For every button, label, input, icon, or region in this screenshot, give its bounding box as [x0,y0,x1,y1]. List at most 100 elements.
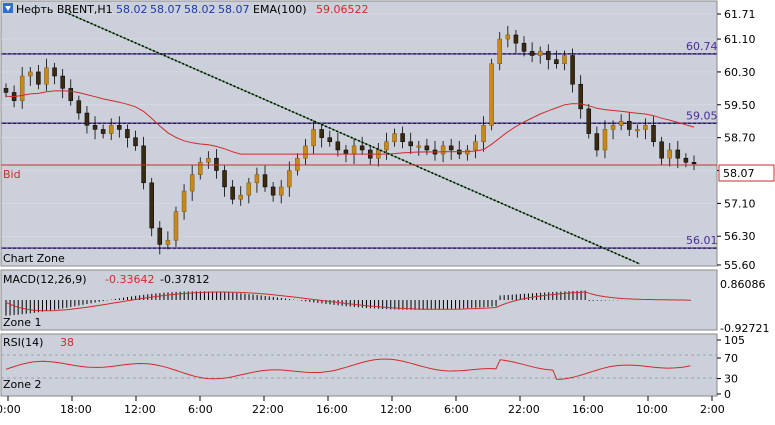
macd-axis-top: 0.86086 [720,278,766,291]
candle-body [311,129,316,147]
candle-body [278,186,284,196]
horizontal-levels[interactable]: 60.74 59.05 56.01 [1,40,718,249]
candle-body [230,186,235,200]
zone2-label: Zone 2 [3,378,42,391]
price-tick-label: 61.10 [724,33,756,46]
candle-body [44,67,49,85]
candle-body [440,145,446,155]
candle-body [141,145,146,184]
indicator-value: 59.06522 [316,3,369,16]
candle-body [578,83,583,110]
candle-body [117,125,122,130]
macd-signal-line [5,291,691,312]
candle-body [626,120,632,130]
time-tick-label: 10:00 [636,403,668,416]
candle-body [513,34,519,44]
candle-body [635,129,640,132]
candle-body [60,75,65,89]
level-label: 59.05 [686,109,718,122]
open-value: 58.02 [116,3,148,16]
close-value: 58.07 [218,3,250,16]
candle-body [287,170,292,188]
ema-line [5,90,695,155]
price-tick-label: 58.70 [724,132,756,145]
rsi-panel[interactable] [0,333,718,397]
time-axis[interactable]: 0:00 18:00 12:00 6:00 22:00 16:00 12:00 6:00 22:… [0,396,725,416]
price-tick-label: 61.71 [724,8,756,21]
candle-body [189,174,195,192]
candle-body [335,141,341,151]
level-label: 56.01 [686,234,718,247]
candle-body [319,129,324,138]
time-tick-label: 12:00 [380,403,412,416]
level-label: 60.74 [686,40,718,53]
time-tick-label: 6:00 [188,403,213,416]
candle-body [594,133,600,151]
rsi-line [5,358,691,380]
macd-value-main: -0.33642 [105,273,154,286]
candle-body [108,125,114,134]
candle-body [546,51,551,60]
time-tick-label: 2:00 [700,403,725,416]
candle-body [610,125,616,130]
candle-body [84,112,90,126]
candle-body [537,51,543,56]
time-tick-label: 18:00 [60,403,92,416]
candle-body [473,141,478,151]
time-tick-label: 0:00 [0,403,21,416]
price-tick-label: 55.60 [724,259,756,272]
rsi-tick-label: 0 [724,388,731,401]
candle-body [505,34,511,40]
chart-header: Нефть BRENT,H1 58.02 58.07 58.02 58.07 E… [3,3,369,16]
time-tick-label: 16:00 [572,403,604,416]
candle-body [675,149,681,159]
candle-body [408,141,413,147]
time-tick-label: 16:00 [316,403,348,416]
candle-body [351,145,357,155]
symbol-title: Нефть BRENT,H1 [16,3,113,16]
bid-price-value: 58.07 [723,167,755,180]
candle-body [521,42,527,52]
candle-body [157,227,163,245]
candle-body [586,108,592,134]
indicator-name: EMA(100) [253,3,307,16]
candle-body [448,145,454,151]
candle-body [76,100,82,114]
rsi-tick-label: 105 [724,334,745,347]
candle-body [327,137,333,143]
candle-body [206,157,211,163]
candle-body [497,38,502,64]
bid-price-tag [718,164,775,182]
candle-body [667,149,672,159]
low-value: 58.02 [184,3,216,16]
rsi-tick-label: 70 [724,352,738,365]
candle-body [270,186,276,196]
price-tick-label: 56.30 [724,230,756,243]
macd-value-signal: -0.37812 [160,273,209,286]
candle-body [659,141,664,159]
candle-body [481,125,486,143]
time-tick-label: 12:00 [124,403,156,416]
candle-body [400,133,405,143]
candle-body [173,211,179,241]
rsi-title: RSI(14) [3,336,43,349]
candle-body [222,170,227,188]
candles [3,25,697,255]
trendline[interactable] [64,11,641,265]
candle-body [529,51,535,56]
candle-body [198,162,203,175]
price-axis[interactable]: 61.7161.1060.3059.5058.7057.9057.1056.30… [717,8,756,272]
candle-body [303,145,308,159]
candle-body [19,75,25,101]
candle-body [489,63,494,126]
candle-body [424,145,430,151]
rsi-axis: 105 70 30 0 [717,334,745,401]
candle-body [92,125,98,130]
macd-title: MACD(12,26,9) [3,273,87,286]
price-tick-label: 59.50 [724,99,756,112]
time-tick-label: 22:00 [508,403,540,416]
high-value: 58.07 [150,3,182,16]
candle-body [246,182,252,196]
main-chart-panel[interactable] [0,0,718,267]
